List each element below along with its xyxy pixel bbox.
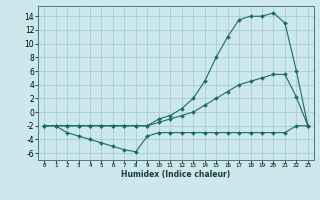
X-axis label: Humidex (Indice chaleur): Humidex (Indice chaleur)	[121, 170, 231, 179]
